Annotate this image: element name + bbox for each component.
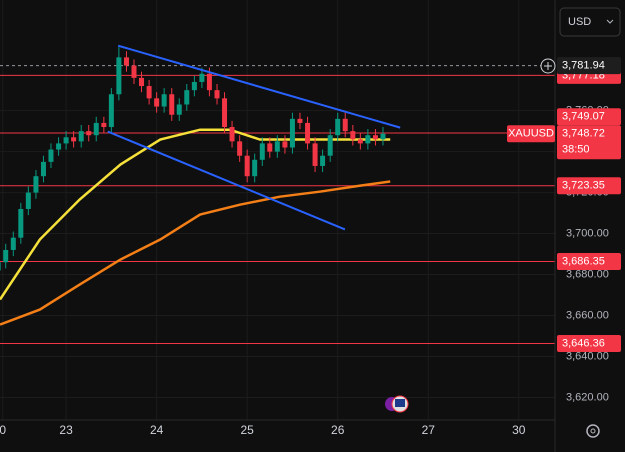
currency-box[interactable]: [559, 7, 621, 37]
level-label-box: [557, 334, 621, 352]
x-tick-label: 25: [240, 423, 254, 437]
candle-body: [63, 137, 69, 144]
y-tick-label: 3,620.00: [566, 391, 609, 403]
x-tick-label: 23: [59, 423, 73, 437]
last-price: 3,748.72: [562, 128, 605, 140]
candle-body: [297, 118, 303, 123]
candle-body: [0, 262, 1, 271]
candle-body: [18, 208, 24, 238]
countdown: 38:50: [562, 144, 590, 156]
candle-body: [259, 143, 265, 160]
candle-body: [191, 81, 197, 91]
currency[interactable]: USD: [568, 16, 591, 28]
moving-average: [0, 128, 391, 301]
candle-body: [357, 139, 363, 144]
gear[interactable]: [586, 424, 600, 438]
candle-body: [282, 141, 288, 148]
gear-center: [590, 428, 596, 434]
add-alert[interactable]: [540, 58, 556, 74]
candle-body: [237, 141, 243, 156]
candle-body: [365, 135, 371, 144]
candle-body: [252, 159, 258, 177]
candle-body: [184, 90, 190, 105]
plot-area: [0, 44, 555, 344]
moving-average: [0, 180, 391, 326]
candle-body: [25, 192, 31, 209]
candle-body: [56, 143, 62, 150]
last-price-box: [557, 125, 621, 160]
candle-body: [101, 122, 107, 128]
x-tick-label: 26: [331, 423, 345, 437]
candle-body: [289, 118, 295, 148]
candle-body: [33, 176, 39, 193]
candle-body: [214, 90, 220, 99]
crosshair-box: [557, 57, 621, 75]
candle-body: [206, 73, 212, 91]
x-tick-label: 24: [150, 423, 164, 437]
candle-body: [320, 155, 326, 166]
settings[interactable]: [586, 424, 600, 438]
crosshair-label: 3,781.94: [562, 60, 605, 72]
candle-body: [380, 133, 386, 140]
candle-body: [116, 57, 122, 95]
symbol-box: [507, 125, 555, 143]
level-label: 3,686.35: [562, 255, 605, 267]
trendline: [107, 130, 346, 231]
level-label-box: [557, 253, 621, 271]
candle-body: [350, 131, 356, 140]
candle-body: [93, 122, 99, 136]
level-label: 3,646.36: [562, 337, 605, 349]
candle-body: [222, 98, 228, 128]
candle-body: [139, 77, 145, 87]
candle-body: [10, 237, 16, 250]
candle-body: [342, 118, 348, 132]
plus: [544, 62, 552, 70]
candle-body: [305, 122, 311, 144]
candle-body: [3, 249, 9, 263]
chevron: [606, 19, 614, 24]
x-tick-label: 30: [512, 423, 526, 437]
candle-body: [335, 118, 341, 136]
candle-body: [161, 94, 167, 107]
candle-body: [48, 149, 54, 162]
candle-body: [78, 131, 84, 142]
candle-body: [229, 127, 235, 142]
level-label-box: [557, 177, 621, 195]
symbol: XAUUSD: [508, 128, 554, 140]
flag: [395, 399, 405, 407]
y-tick-label: 3,660.00: [566, 309, 609, 321]
level-label: 3,723.35: [562, 180, 605, 192]
candle-body: [244, 155, 250, 177]
events[interactable]: [385, 395, 409, 413]
x-tick-label: 0: [0, 423, 6, 437]
candle-body: [123, 57, 129, 66]
candle-body: [169, 94, 175, 115]
candle-body: [327, 135, 333, 156]
y-tick-label: 3,700.00: [566, 227, 609, 239]
candle-body: [372, 135, 378, 140]
level-label: 3,749.07: [562, 111, 605, 123]
candle-body: [40, 161, 46, 177]
candle-body: [86, 131, 92, 136]
candle-body: [267, 143, 273, 152]
candle-body: [312, 143, 318, 166]
y-tick-label: 3,640.00: [566, 350, 609, 362]
candle-body: [176, 104, 182, 115]
currency-selector[interactable]: USD: [559, 7, 621, 37]
level-label-box: [557, 108, 621, 126]
x-tick-label: 27: [422, 423, 436, 437]
candle-body: [146, 86, 152, 99]
candle-body: [154, 98, 160, 107]
candle-body: [131, 65, 137, 78]
candle-body: [108, 94, 114, 128]
candle-body: [199, 73, 205, 82]
candle-body: [274, 141, 280, 152]
y-tick-label: 3,680.00: [566, 268, 609, 280]
candle-body: [71, 137, 77, 142]
trendline: [117, 44, 401, 129]
